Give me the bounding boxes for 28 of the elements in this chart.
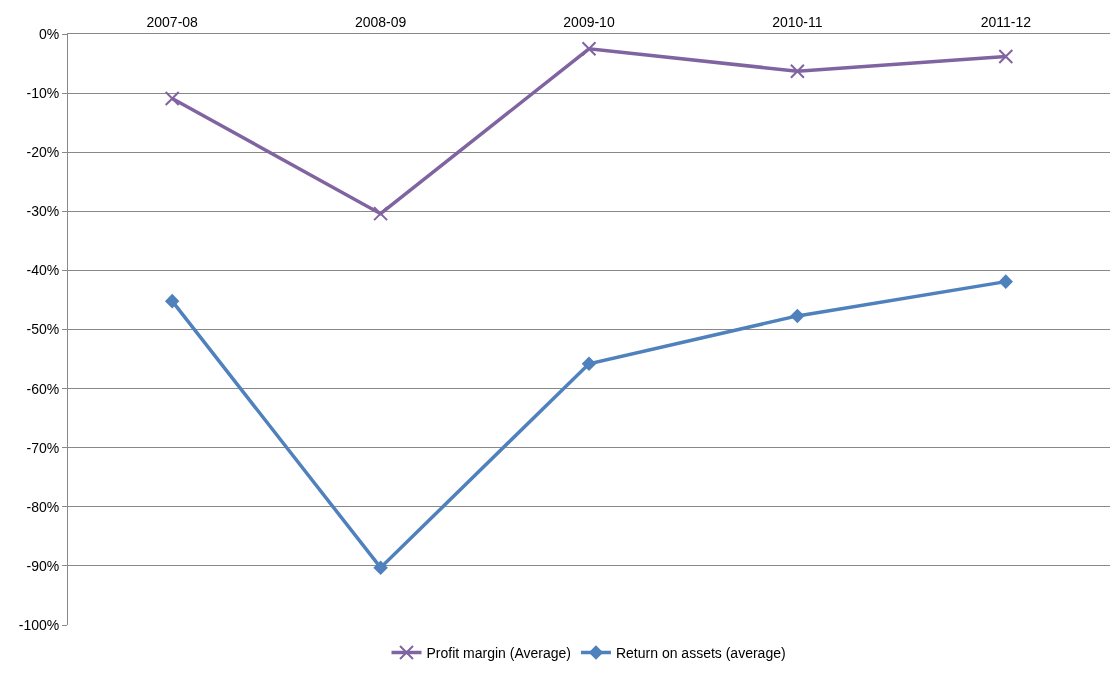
point (373, 206, 389, 222)
x-tick-label: 2009-10 (563, 14, 615, 31)
y-tick-label: -20% (26, 144, 60, 161)
point (582, 356, 596, 371)
point (998, 48, 1014, 64)
point (581, 41, 597, 57)
x-tick-label: 2008-09 (354, 14, 407, 31)
point (789, 63, 805, 79)
x-tick-label: 2010-11 (772, 14, 823, 31)
point (790, 309, 805, 323)
y-tick-label: -60% (26, 380, 60, 397)
point (373, 560, 388, 575)
x-tick-label: 2011-12 (980, 14, 1032, 31)
y-tick-label: -100% (18, 616, 60, 633)
x-tick-label: 2007-08 (146, 14, 199, 31)
y-tick-label: -10% (26, 85, 60, 101)
y-tick-label: -40% (26, 262, 60, 279)
point (165, 294, 180, 308)
legend-label: Profit margin (Average) (426, 644, 571, 661)
y-tick-label: 0% (38, 25, 60, 42)
y-tick-label: -80% (26, 498, 60, 515)
y-tick-label: -50% (26, 321, 60, 338)
legend-label: Return on assets (average) (615, 644, 786, 661)
point (164, 90, 180, 106)
y-tick-label: -70% (26, 439, 60, 456)
y-tick-label: -30% (26, 203, 60, 220)
point (998, 274, 1013, 289)
y-tick-label: -90% (26, 557, 60, 574)
